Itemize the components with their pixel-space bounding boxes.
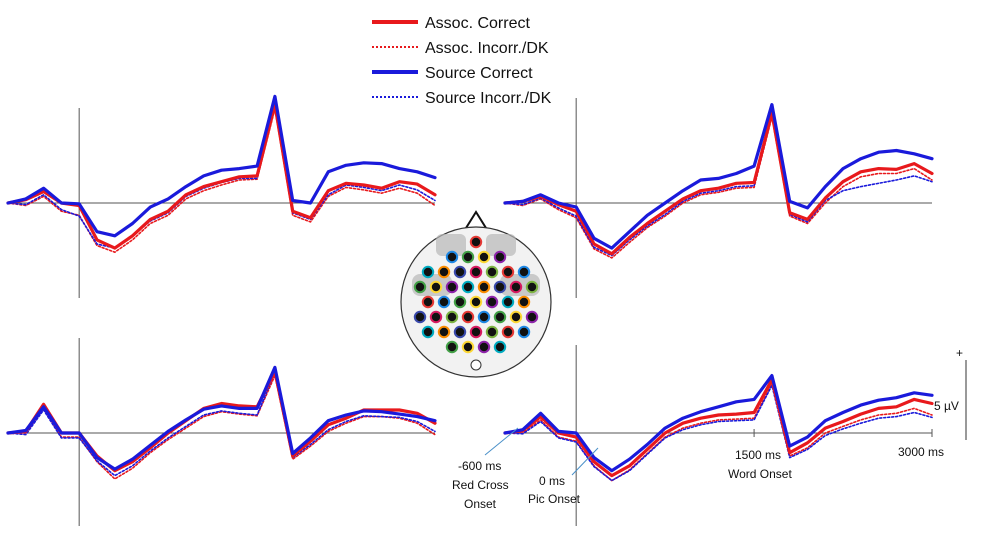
legend-item-assoc-correct: Assoc. Correct	[372, 15, 530, 32]
electrode-dot	[477, 250, 491, 264]
legend-item-assoc-incorrect: Assoc. Incorr./DK	[372, 40, 549, 57]
panel-bottom-left	[6, 338, 437, 526]
electrode-dot	[461, 340, 475, 354]
electrode-dot	[477, 340, 491, 354]
electrode-dot	[469, 265, 483, 279]
electrode-dot	[421, 265, 435, 279]
nose-icon	[464, 210, 488, 229]
panel-bottom-right	[503, 345, 934, 526]
electrode-dot	[413, 280, 427, 294]
annot-neg600-line2: Red Cross	[452, 478, 509, 492]
series-line-source-incorr-dk	[7, 371, 436, 477]
pointer-arrow-0ms	[571, 447, 599, 476]
electrode-dot	[485, 295, 499, 309]
electrode-dot	[445, 250, 459, 264]
series-line-assoc-incorr-dk	[504, 116, 933, 259]
legend-label-source-incorrect: Source Incorr./DK	[425, 90, 552, 107]
roi-left-frontal	[436, 234, 466, 256]
time-annotations: -600 ms Red Cross Onset 0 ms Pic Onset 1…	[452, 346, 967, 511]
electrode-dot	[437, 295, 451, 309]
legend-label-source-correct: Source Correct	[425, 65, 533, 82]
electrode-dot	[477, 310, 491, 324]
series-line-assoc-correct	[503, 378, 934, 478]
electrode-dot	[493, 250, 507, 264]
electrode-dot	[477, 280, 491, 294]
electrode-dot	[469, 325, 483, 339]
electrode-dot	[453, 265, 467, 279]
electrode-dot	[413, 310, 427, 324]
annot-1500-line2: Word Onset	[728, 467, 792, 481]
electrode-dot	[501, 265, 515, 279]
roi-right-frontal	[486, 234, 516, 256]
electrode-dot	[509, 280, 523, 294]
electrode-dot	[485, 265, 499, 279]
annot-neg600-line3: Onset	[464, 497, 497, 511]
scale-plus-label: +	[956, 346, 963, 360]
electrode-dot	[493, 340, 507, 354]
electrode-dot	[461, 310, 475, 324]
electrode-dot	[445, 280, 459, 294]
annot-0ms-line2: Pic Onset	[528, 492, 581, 506]
electrode-dot	[461, 280, 475, 294]
legend-label-assoc-correct: Assoc. Correct	[425, 15, 530, 32]
series-line-source-correct	[503, 374, 934, 473]
series-line-assoc-correct	[6, 369, 437, 473]
series-line-assoc-correct	[6, 103, 437, 250]
series-line-source-incorr-dk	[504, 113, 933, 257]
electrode-montage-head-diagram	[400, 210, 552, 378]
electrode-dot	[461, 250, 475, 264]
electrode-dot	[517, 295, 531, 309]
series-line-source-correct	[6, 94, 437, 238]
series-line-source-correct	[6, 365, 437, 471]
electrode-dot	[453, 295, 467, 309]
electrode-dot	[517, 325, 531, 339]
annot-1500-value: 1500 ms	[735, 448, 781, 462]
electrode-dot	[525, 280, 539, 294]
electrode-dot	[501, 295, 515, 309]
series-line-assoc-incorr-dk	[7, 374, 436, 480]
electrode-dot	[445, 310, 459, 324]
electrode-dot	[421, 295, 435, 309]
annot-neg600-value: -600 ms	[458, 459, 501, 473]
electrode-dot	[493, 310, 507, 324]
electrode-dot	[445, 340, 459, 354]
electrode-dot	[429, 310, 443, 324]
series-line-source-incorr-dk	[504, 384, 933, 482]
electrode-dot	[517, 265, 531, 279]
electrode-dot	[453, 325, 467, 339]
electrode-dot	[437, 265, 451, 279]
scale-value-label: 5 µV	[934, 399, 959, 413]
panel-top-right	[503, 98, 934, 298]
legend-item-source-correct: Source Correct	[372, 65, 533, 82]
annot-0ms-value: 0 ms	[539, 474, 565, 488]
electrode-dot	[421, 325, 435, 339]
legend: Assoc. Correct Assoc. Incorr./DK Source …	[372, 15, 552, 107]
electrode-dot	[493, 280, 507, 294]
electrode-dot	[485, 325, 499, 339]
electrode-dot	[437, 325, 451, 339]
electrode-dot	[509, 310, 523, 324]
electrode-dot	[429, 280, 443, 294]
legend-label-assoc-incorrect: Assoc. Incorr./DK	[425, 40, 549, 57]
annot-3000-value: 3000 ms	[898, 445, 944, 459]
electrode-dot	[501, 325, 515, 339]
electrode-array	[413, 235, 539, 354]
pointer-arrow-neg600	[484, 427, 519, 456]
series-line-source-incorr-dk	[7, 105, 436, 249]
legend-item-source-incorrect: Source Incorr./DK	[372, 90, 552, 107]
panel-top-left	[6, 94, 437, 298]
series-line-assoc-incorr-dk	[504, 383, 933, 482]
electrode-dot	[469, 295, 483, 309]
electrode-dot	[525, 310, 539, 324]
reference-electrode	[470, 359, 482, 371]
series-line-assoc-correct	[503, 111, 934, 256]
series-line-source-correct	[503, 103, 934, 250]
electrode-dot	[469, 235, 483, 249]
